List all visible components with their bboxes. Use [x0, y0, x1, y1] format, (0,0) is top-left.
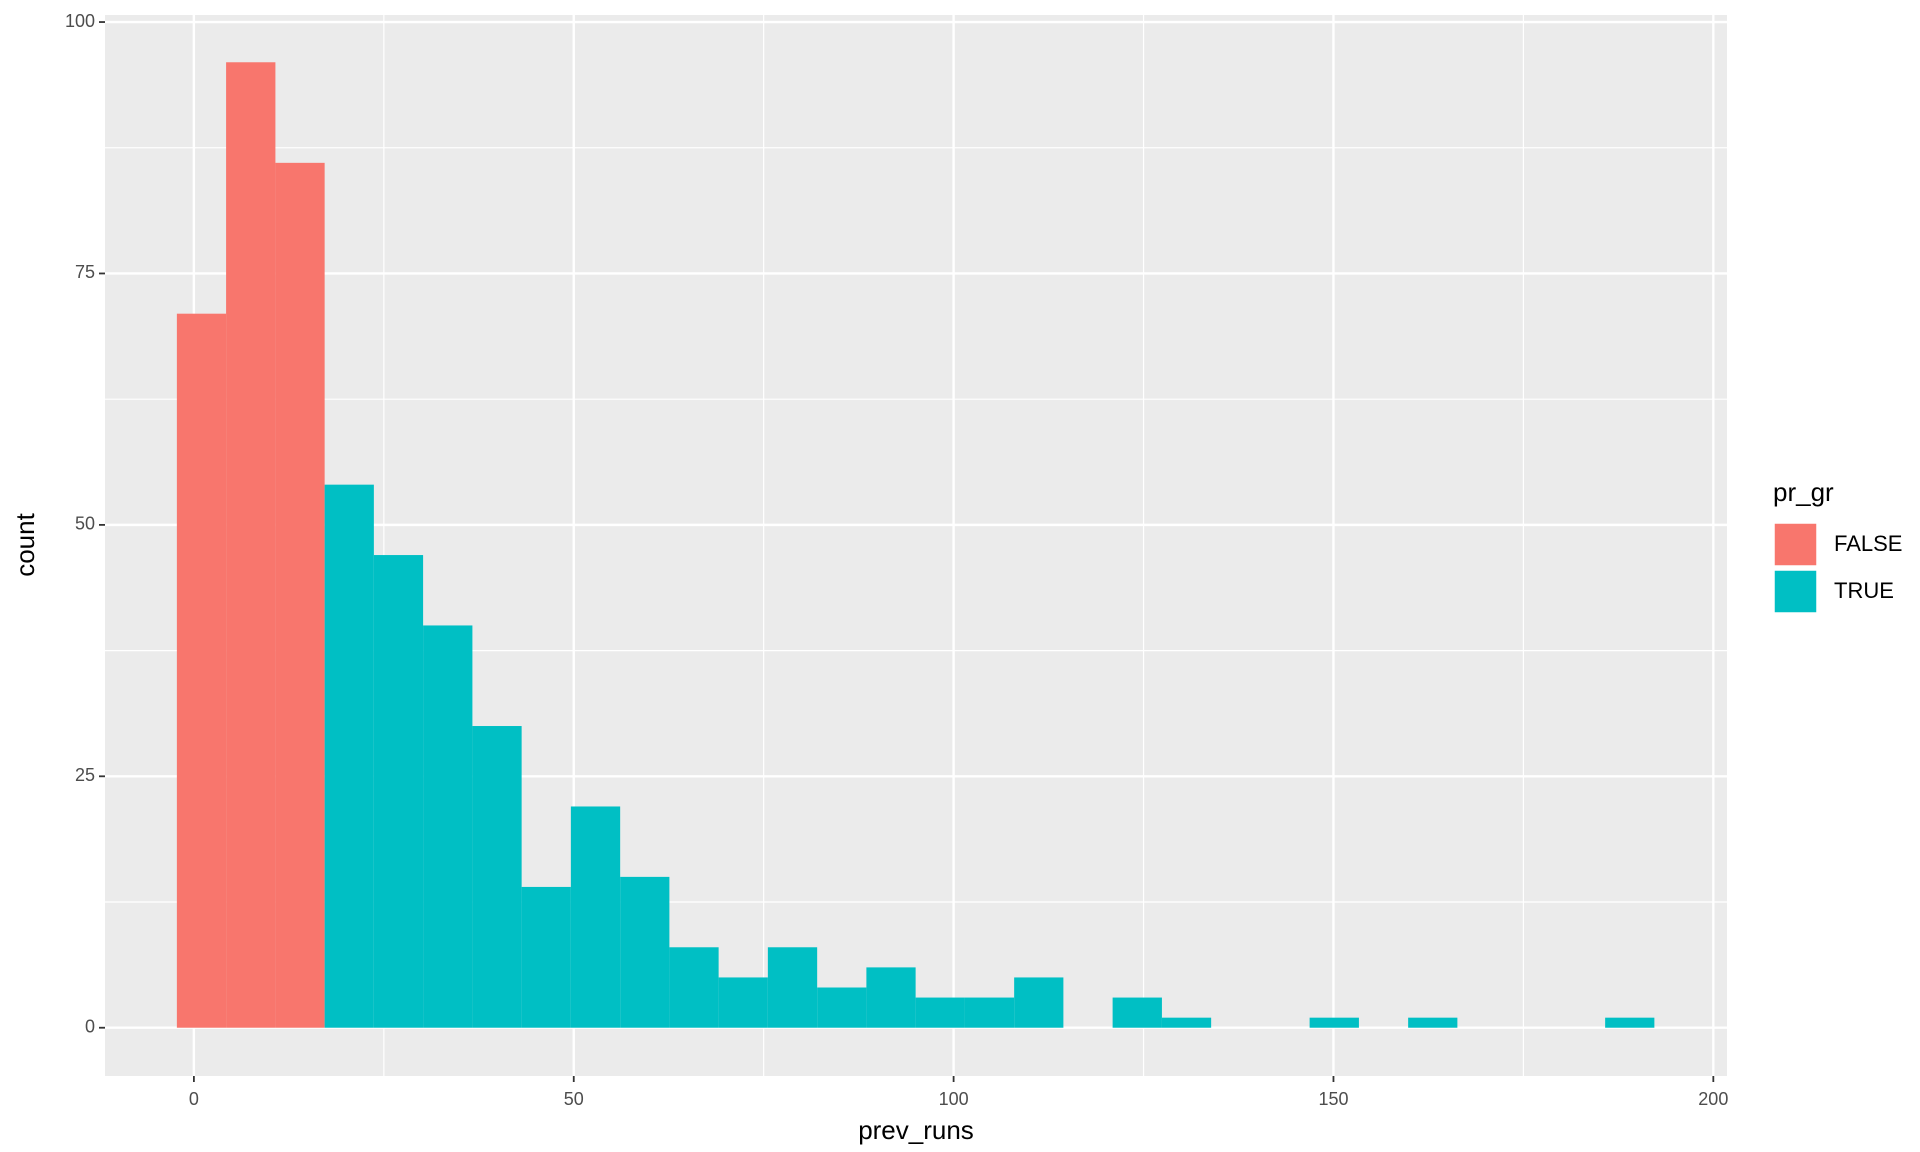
bar [620, 876, 670, 1028]
bar [373, 555, 424, 1028]
bar [226, 62, 276, 1028]
bar [718, 977, 768, 1028]
y-tick-label: 50 [75, 514, 95, 534]
bar [1014, 977, 1064, 1028]
bar [570, 806, 621, 1028]
x-tick-label: 100 [939, 1089, 969, 1109]
y-tick-label: 75 [75, 262, 95, 282]
legend-title: pr_gr [1773, 477, 1834, 507]
bars [176, 62, 1655, 1028]
x-axis-title: prev_runs [858, 1115, 974, 1145]
y-axis-title: count [10, 512, 40, 576]
legend: pr_gr FALSE TRUE [1773, 477, 1902, 614]
bar [669, 947, 719, 1028]
legend-key [1773, 522, 1818, 567]
bar [521, 886, 571, 1028]
bar [1605, 1017, 1655, 1028]
bar [1309, 1017, 1359, 1028]
bar [1408, 1017, 1458, 1028]
x-tick-label: 200 [1698, 1089, 1728, 1109]
bar [1112, 997, 1162, 1028]
bar [767, 947, 818, 1028]
bar [176, 313, 227, 1028]
bar [817, 987, 867, 1028]
legend-label: TRUE [1834, 578, 1894, 603]
x-tick-label: 150 [1318, 1089, 1348, 1109]
bar [324, 484, 374, 1028]
bar [472, 726, 522, 1028]
y-tick-label: 100 [65, 11, 95, 31]
x-tick-label: 50 [564, 1089, 584, 1109]
y-tick-label: 25 [75, 765, 95, 785]
bar [423, 625, 473, 1028]
x-tick-label: 0 [189, 1089, 199, 1109]
bar [964, 997, 1015, 1028]
axes: 0 50 100 150 200 0 25 50 75 100 [65, 11, 1728, 1109]
bar [915, 997, 965, 1028]
bar [1161, 1017, 1212, 1028]
bar [275, 162, 325, 1028]
bar [866, 967, 916, 1028]
legend-label: FALSE [1834, 531, 1902, 556]
y-tick-label: 0 [85, 1016, 95, 1036]
legend-key [1773, 569, 1818, 614]
